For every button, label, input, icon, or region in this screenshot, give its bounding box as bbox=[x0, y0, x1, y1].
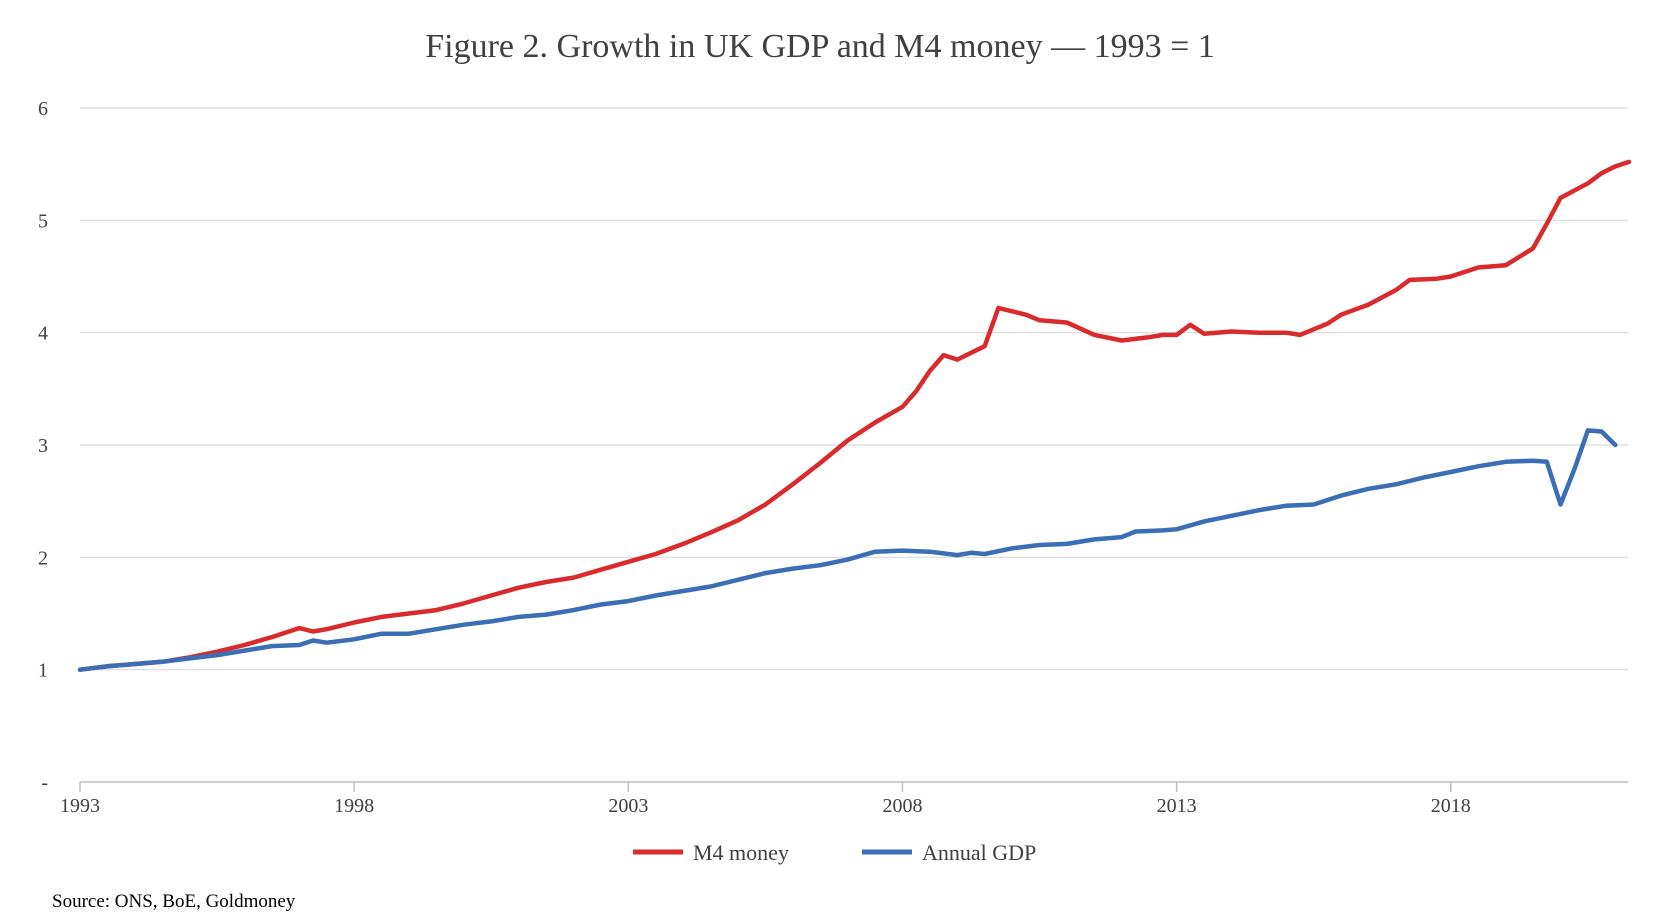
axes bbox=[79, 781, 1628, 792]
chart-title: Figure 2. Growth in UK GDP and M4 money … bbox=[425, 28, 1215, 65]
y-axis-tick-labels: - 1 2 3 4 5 6 bbox=[38, 98, 48, 794]
legend-item-annual-gdp: Annual GDP bbox=[862, 840, 1036, 865]
x-tick-label: 2008 bbox=[882, 795, 922, 817]
x-tick-label: 2018 bbox=[1431, 795, 1471, 817]
x-tick-label: 2003 bbox=[608, 795, 648, 817]
series-lines bbox=[77, 159, 1632, 672]
series-line-m4-money bbox=[77, 159, 1632, 672]
legend: M4 money Annual GDP bbox=[633, 840, 1036, 865]
y-tick-label: 2 bbox=[38, 547, 48, 569]
source-note: Source: ONS, BoE, Goldmoney bbox=[52, 891, 296, 912]
legend-item-m4-money: M4 money bbox=[633, 840, 789, 865]
x-tick-label: 1993 bbox=[60, 795, 100, 817]
gridlines bbox=[80, 107, 1628, 671]
legend-label-m4-money: M4 money bbox=[693, 840, 789, 865]
y-tick-label: 3 bbox=[38, 435, 48, 457]
series-line-annual-gdp bbox=[77, 428, 1618, 672]
x-axis-tick-labels: 1993 1998 2003 2008 2013 2018 bbox=[60, 795, 1471, 817]
x-tick-label: 2013 bbox=[1157, 795, 1197, 817]
y-tick-label: 4 bbox=[38, 323, 48, 345]
y-tick-label: 6 bbox=[38, 98, 48, 120]
legend-label-annual-gdp: Annual GDP bbox=[922, 840, 1036, 865]
y-tick-label: 5 bbox=[38, 210, 48, 232]
y-tick-label: 1 bbox=[38, 660, 48, 682]
y-tick-label: - bbox=[41, 772, 48, 794]
x-tick-label: 1998 bbox=[334, 795, 374, 817]
